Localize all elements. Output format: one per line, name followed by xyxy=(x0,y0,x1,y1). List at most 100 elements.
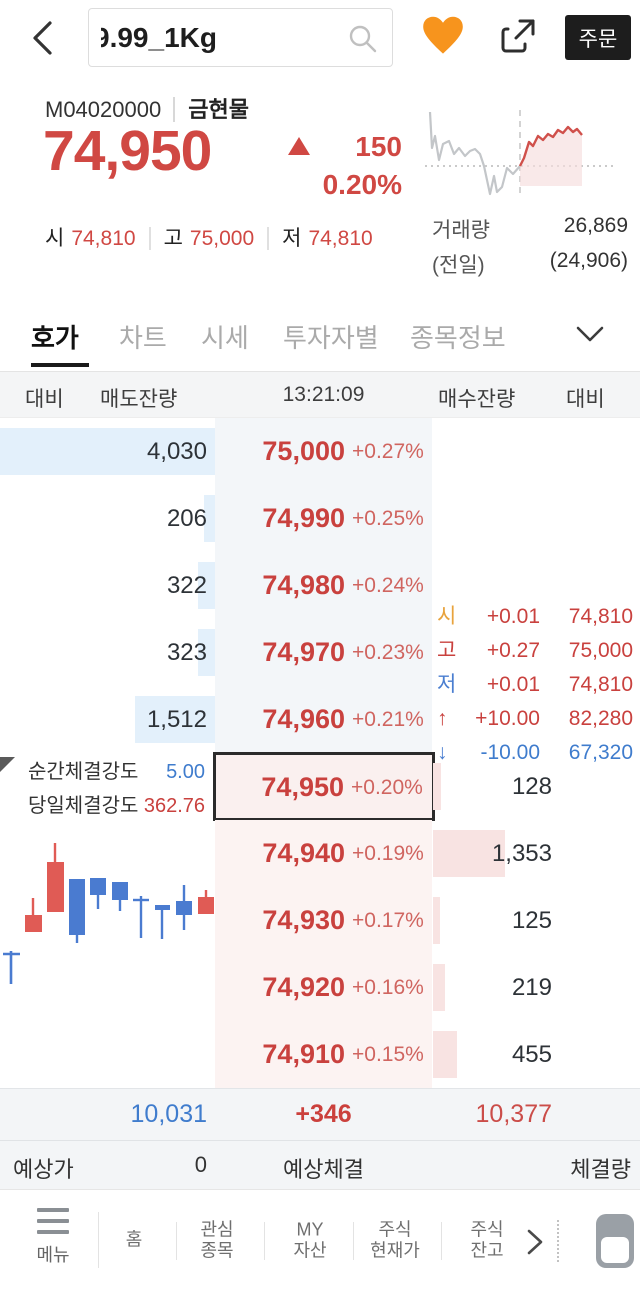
nav-item-2[interactable]: 관심 종목 xyxy=(200,1219,234,1260)
stat-row: 시 +0.01 74,810 xyxy=(437,600,633,634)
day-strength-label: 당일체결강도 xyxy=(28,795,139,817)
search-input[interactable] xyxy=(101,9,341,66)
corner-fold-icon xyxy=(0,757,15,772)
total-ask-qty: 10,031 xyxy=(130,1100,207,1128)
nav-item-5[interactable]: 주식 잔고 xyxy=(470,1219,504,1260)
price: 74,930 xyxy=(262,905,345,935)
nav-item-1[interactable]: 홈 xyxy=(125,1229,143,1250)
orderbook-time: 13:21:09 xyxy=(282,383,365,406)
ask-qty: 4,030 xyxy=(146,438,207,465)
stat-change: +0.27 xyxy=(486,639,540,662)
expected-price-label: 예상가 xyxy=(13,1157,74,1182)
price-cell: 74,980 +0.24% xyxy=(215,552,432,619)
ask-row[interactable]: 74,980 +0.24% 322 xyxy=(0,552,640,619)
active-tab-underline xyxy=(31,363,89,367)
price-change: 150 0.20% xyxy=(270,131,402,201)
ask-qty: 323 xyxy=(166,639,207,666)
bid-depth-bar xyxy=(433,1031,457,1078)
menu-button[interactable]: 메뉴 xyxy=(25,1208,81,1267)
ask-depth-bar xyxy=(0,428,215,475)
price-cell: 74,910 +0.15% xyxy=(215,1021,432,1088)
price: 74,990 xyxy=(262,503,345,533)
price: 74,920 xyxy=(262,972,345,1002)
bid-qty: 1,353 xyxy=(491,840,552,867)
price: 74,970 xyxy=(262,637,345,667)
up-triangle-icon xyxy=(288,137,310,155)
price-cell: 74,960 +0.21% xyxy=(215,686,432,753)
high-value: 75,000 xyxy=(189,227,255,250)
ask-row[interactable]: 74,990 +0.25% 206 xyxy=(0,485,640,552)
open-label: 시 xyxy=(45,227,65,250)
stat-change: -10.00 xyxy=(480,741,540,764)
quick-panel-button[interactable] xyxy=(596,1214,634,1268)
stat-change: +10.00 xyxy=(475,707,540,730)
hamburger-icon xyxy=(25,1208,81,1234)
current-price: 74,950 xyxy=(43,119,212,183)
ask-row[interactable]: 74,970 +0.23% 323 xyxy=(0,619,640,686)
search-field[interactable] xyxy=(88,8,393,67)
stat-label: 저 xyxy=(437,673,457,696)
header: 주문 xyxy=(0,0,640,76)
tab-2[interactable]: 차트 xyxy=(119,323,167,353)
ask-qty: 322 xyxy=(166,572,207,599)
tab-1[interactable]: 호가 xyxy=(31,323,79,353)
tab-4[interactable]: 투자자별 xyxy=(283,323,379,353)
share-icon[interactable] xyxy=(498,16,538,61)
col-diff-right: 대비 xyxy=(566,388,605,411)
favorite-heart-icon[interactable] xyxy=(421,15,465,62)
price-change-pct: +0.20% xyxy=(351,776,423,799)
open-value: 74,810 xyxy=(71,227,136,250)
stat-row: 저 +0.01 74,810 xyxy=(437,668,633,702)
nav-item-4[interactable]: 주식 현재가 xyxy=(370,1219,420,1260)
low-label: 저 xyxy=(282,227,302,250)
tabs-expand-button[interactable] xyxy=(575,325,605,350)
orderbook-rows: 75,000 +0.27% 4,030 74,990 +0.25% 206 74,980 +0… xyxy=(0,418,640,1088)
price: 75,000 xyxy=(262,436,345,466)
search-icon xyxy=(348,24,378,59)
tab-bar: 호가 차트 시세 투자자별 종목정보 xyxy=(0,300,640,371)
change-value: 150 xyxy=(355,131,402,162)
tab-5[interactable]: 종목정보 xyxy=(410,323,506,353)
bid-qty: 219 xyxy=(511,974,552,1001)
stat-row: ↓ -10.00 67,320 xyxy=(437,736,633,770)
bid-row[interactable]: 74,930 +0.17% 125 xyxy=(0,887,640,954)
stock-name: 금현물 xyxy=(173,97,249,122)
expected-exec-label: 예상체결 xyxy=(283,1157,364,1182)
bid-row[interactable]: 74,910 +0.15% 455 xyxy=(0,1021,640,1088)
orderbook-totals: 10,031 +346 10,377 xyxy=(0,1088,640,1140)
price-change-pct: +0.23% xyxy=(352,641,424,664)
chevron-right-icon xyxy=(527,1229,543,1255)
nav-separator xyxy=(441,1222,442,1260)
stat-change: +0.01 xyxy=(486,605,540,628)
bid-qty: 125 xyxy=(511,907,552,934)
ask-row[interactable]: 74,960 +0.21% 1,512 xyxy=(0,686,640,753)
ask-depth-bar xyxy=(198,562,215,609)
order-button[interactable]: 주문 xyxy=(565,15,631,60)
current-price-row[interactable]: 74,950 +0.20% 128 xyxy=(0,752,640,821)
ask-row[interactable]: 75,000 +0.27% 4,030 xyxy=(0,418,640,485)
stat-value: 82,280 xyxy=(568,707,633,730)
price-change-pct: +0.21% xyxy=(352,708,424,731)
nav-item-3[interactable]: MY 자산 xyxy=(293,1219,327,1260)
bid-qty: 455 xyxy=(511,1041,552,1068)
stat-change: +0.01 xyxy=(486,673,540,696)
tab-3[interactable]: 시세 xyxy=(201,323,249,353)
bid-depth-bar xyxy=(433,964,445,1011)
bid-row[interactable]: 74,940 +0.19% 1,353 xyxy=(0,820,640,887)
stat-row: 고 +0.27 75,000 xyxy=(437,634,633,668)
stat-value: 75,000 xyxy=(568,639,633,662)
bid-row[interactable]: 74,920 +0.16% 219 xyxy=(0,954,640,1021)
price: 74,910 xyxy=(262,1039,345,1069)
stat-label: ↓ xyxy=(437,741,448,764)
back-button[interactable] xyxy=(30,18,60,58)
price-change-pct: +0.24% xyxy=(352,574,424,597)
nav-separator xyxy=(98,1212,99,1268)
nav-more-button[interactable] xyxy=(524,1228,546,1261)
stock-code: M04020000 xyxy=(45,97,162,122)
price-cell: 74,930 +0.17% xyxy=(215,887,432,954)
price-cell: 74,920 +0.16% xyxy=(215,954,432,1021)
menu-label: 메뉴 xyxy=(36,1245,70,1265)
bottom-nav: 메뉴 홈 관심 종목 MY 자산 주식 현재가 주식 잔고 xyxy=(0,1190,640,1291)
stat-value: 74,810 xyxy=(568,673,633,696)
